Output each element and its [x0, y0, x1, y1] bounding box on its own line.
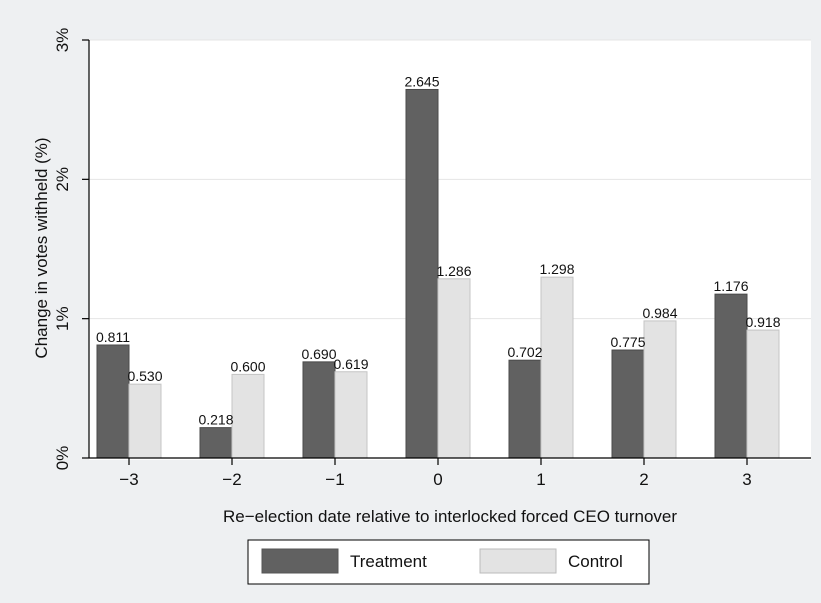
y-tick-label: 0%	[53, 446, 72, 471]
x-tick-label: 0	[433, 470, 442, 489]
data-label-treatment: 0.218	[198, 412, 233, 428]
x-tick-label: 1	[536, 470, 545, 489]
legend: Treatment Control	[247, 539, 650, 585]
data-label-control: 1.286	[436, 263, 471, 279]
bar-control	[643, 320, 677, 459]
x-tick-label: 2	[639, 470, 648, 489]
legend-swatch-treatment	[261, 548, 339, 574]
bar-control	[334, 371, 368, 459]
data-label-control: 1.298	[539, 261, 574, 277]
y-tick-label: 1%	[53, 306, 72, 331]
bars	[96, 88, 780, 459]
bar-treatment	[508, 359, 542, 459]
data-label-treatment: 0.702	[507, 344, 542, 360]
x-tick-label: 3	[742, 470, 751, 489]
data-label-control: 0.984	[642, 305, 677, 321]
bar-control	[128, 383, 162, 459]
legend-label-control: Control	[568, 552, 623, 571]
bar-treatment	[96, 344, 130, 459]
legend-swatch-control	[479, 548, 557, 574]
x-axis-ticks: −3 −2 −1 0 1 2 3	[119, 458, 752, 489]
bar-treatment	[611, 349, 645, 459]
bar-treatment	[302, 361, 336, 459]
y-axis-ticks: 0% 1% 2% 3%	[53, 28, 89, 471]
y-tick-label: 2%	[53, 167, 72, 192]
y-axis-title: Change in votes withheld (%)	[32, 137, 51, 358]
bar-control	[437, 278, 471, 459]
data-label-control: 0.600	[230, 358, 265, 374]
data-label-treatment: 1.176	[713, 278, 748, 294]
bar-control	[746, 329, 780, 459]
legend-label-treatment: Treatment	[350, 552, 427, 571]
data-label-control: 0.530	[127, 368, 162, 384]
y-tick-label: 3%	[53, 28, 72, 53]
data-label-treatment: 2.645	[404, 73, 439, 89]
data-labels: 0.811 0.218 0.690 2.645 0.702 0.775 1.176 0.530…	[96, 73, 781, 427]
bar-control	[540, 276, 574, 459]
data-label-treatment: 0.690	[301, 346, 336, 362]
x-axis-title: Re−election date relative to interlocked…	[223, 507, 677, 526]
bar-treatment	[714, 293, 748, 459]
bar-treatment	[199, 427, 233, 459]
data-label-treatment: 0.775	[610, 334, 645, 350]
x-tick-label: −2	[222, 470, 241, 489]
bar-treatment	[405, 88, 439, 459]
bar-control	[231, 373, 265, 459]
x-tick-label: −1	[325, 470, 344, 489]
data-label-control: 0.619	[333, 356, 368, 372]
data-label-treatment: 0.811	[96, 329, 130, 345]
data-label-control: 0.918	[745, 314, 780, 330]
x-tick-label: −3	[119, 470, 138, 489]
